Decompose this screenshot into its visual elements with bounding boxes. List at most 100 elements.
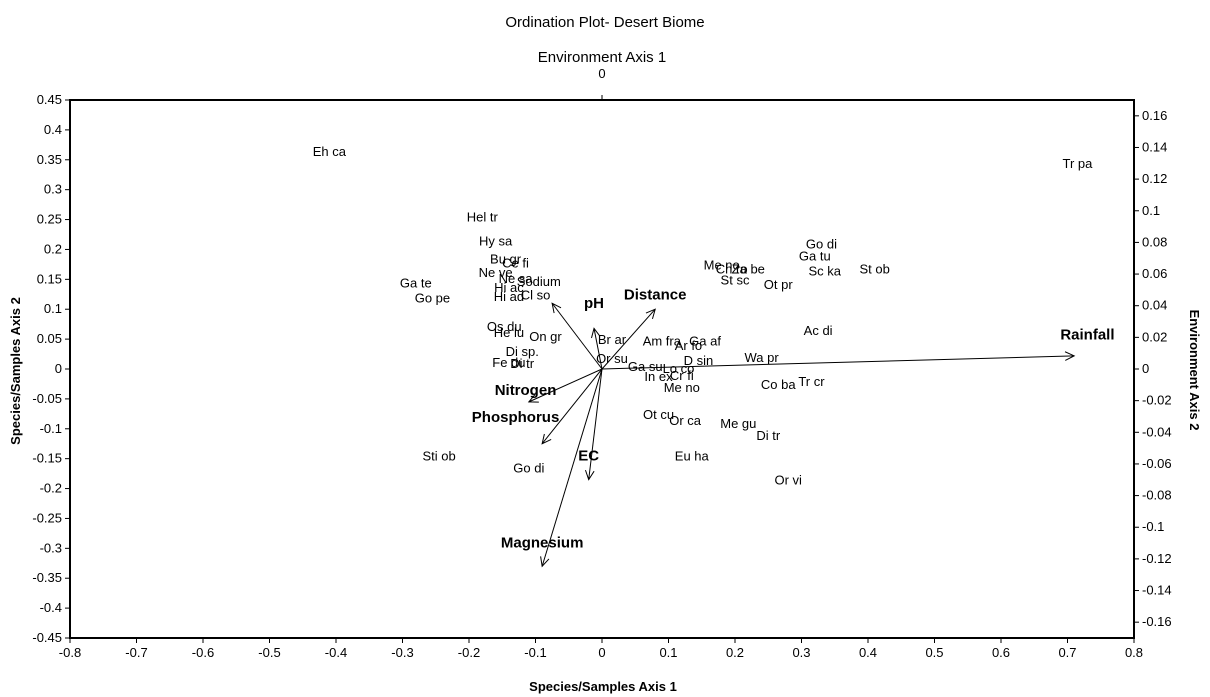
- x-axis: -0.8 -0.7 -0.6 -0.5 -0.4 -0.3 -0.2 -0.1 0 0.1 0.2 0…: [59, 638, 1143, 660]
- y2-tick-label: 0.12: [1142, 171, 1167, 186]
- species-label: Tr pa: [1063, 156, 1094, 171]
- species-label: Ga te: [400, 275, 432, 290]
- x-axis-label: Species/Samples Axis 1: [529, 679, 677, 694]
- species-label: Bu gr: [490, 251, 522, 266]
- y-tick-label: 0.35: [37, 152, 62, 167]
- y2-tick-label: 0.16: [1142, 108, 1167, 123]
- x-tick-label: 0.6: [992, 645, 1010, 660]
- species-label: On gr: [529, 329, 562, 344]
- vector-nitrogen: [527, 368, 603, 403]
- species-label: Ne ve: [479, 265, 513, 280]
- x-tick-label: 0: [598, 645, 605, 660]
- species-label: Me no: [704, 257, 740, 272]
- species-label: Lo co: [663, 361, 695, 376]
- vector-magnesium: [540, 368, 603, 568]
- species-label: Za be: [732, 262, 765, 277]
- y2-tick-label: 0.02: [1142, 329, 1167, 344]
- y2-tick-label: 0.04: [1142, 298, 1167, 313]
- y2-tick-label: 0.1: [1142, 203, 1160, 218]
- vector-label: Distance: [624, 286, 687, 303]
- species-label: Go pe: [415, 290, 450, 305]
- x-tick-label: -0.4: [325, 645, 347, 660]
- x-tick-label: -0.5: [258, 645, 280, 660]
- y-tick-label: 0.4: [44, 122, 62, 137]
- species-label: St sc: [721, 272, 750, 287]
- y2-tick-label: -0.02: [1142, 393, 1172, 408]
- x-tick-label: 0.4: [859, 645, 877, 660]
- species-label: He lu: [494, 325, 524, 340]
- vector-label: pH: [584, 295, 604, 312]
- species-label: Tr cr: [798, 374, 825, 389]
- y2-tick-label: -0.08: [1142, 488, 1172, 503]
- x-tick-label: 0.5: [925, 645, 943, 660]
- species-label: Eu ha: [675, 449, 710, 464]
- species-label: Sti ob: [422, 449, 455, 464]
- x-tick-label: 0.2: [726, 645, 744, 660]
- vector-phosphorus: [541, 368, 603, 445]
- y2-tick-label: 0.08: [1142, 234, 1167, 249]
- species-label: Am fra: [643, 333, 682, 348]
- y-tick-label: -0.15: [32, 451, 62, 466]
- y2-tick-label: -0.12: [1142, 551, 1172, 566]
- y-tick-label: 0.2: [44, 241, 62, 256]
- y-tick-label: -0.1: [40, 421, 62, 436]
- x-tick-label: -0.6: [192, 645, 214, 660]
- x2-tick-label: 0: [598, 66, 605, 81]
- species-label: Me gu: [720, 416, 756, 431]
- species-label: Ot cu: [643, 407, 674, 422]
- species-label: Ga su: [628, 359, 663, 374]
- x-tick-label: -0.7: [125, 645, 147, 660]
- y2-tick-label: 0.06: [1142, 266, 1167, 281]
- y-tick-label: -0.2: [40, 481, 62, 496]
- vector-label: Rainfall: [1060, 326, 1114, 343]
- chart-title: Ordination Plot- Desert Biome: [505, 14, 704, 31]
- species-label: Wa pr: [744, 350, 779, 365]
- vector-ec: [584, 368, 603, 481]
- species-label: Ot pr: [764, 277, 794, 292]
- y-axis-label: Species/Samples Axis 2: [8, 297, 23, 445]
- species-label: Go di: [513, 461, 544, 476]
- y-tick-label: 0.25: [37, 212, 62, 227]
- x-tick-label: -0.3: [391, 645, 413, 660]
- y-tick-label: 0.3: [44, 182, 62, 197]
- species-label: Ne sa: [499, 271, 534, 286]
- x2-axis-label: Environment Axis 1: [538, 49, 666, 66]
- x-tick-label: 0.1: [659, 645, 677, 660]
- species-label: Ac di: [804, 323, 833, 338]
- species-label: Eh ca: [313, 144, 347, 159]
- species-label: Sc ka: [809, 263, 842, 278]
- y2-tick-label: 0.14: [1142, 139, 1167, 154]
- y-tick-label: 0.15: [37, 271, 62, 286]
- species-label: St ob: [859, 262, 889, 277]
- vector-label: Phosphorus: [472, 409, 560, 426]
- species-label: Cr fi: [670, 368, 694, 383]
- vector-distance: [601, 308, 656, 370]
- y2-tick-label: -0.16: [1142, 614, 1172, 629]
- y2-tick-label: -0.14: [1142, 583, 1172, 598]
- y-tick-label: -0.3: [40, 540, 62, 555]
- vector-label: Nitrogen: [495, 382, 557, 399]
- y-tick-label: -0.45: [32, 630, 62, 645]
- vector-label: Magnesium: [501, 534, 584, 551]
- y-tick-label: 0.05: [37, 331, 62, 346]
- y2-axis: 0.16 0.14 0.12 0.1 0.08 0.06 0.04 0.02 0 -0.02 -0.…: [1134, 108, 1172, 629]
- species-label: Os du: [487, 319, 522, 334]
- species-label: Hi ac: [494, 280, 524, 295]
- species-label: Br ar: [598, 332, 627, 347]
- y2-tick-label: -0.04: [1142, 424, 1172, 439]
- y-axis: 0.45 0.4 0.35 0.3 0.25 0.2 0.15 0.1 0.05 0 -0.05 -0…: [32, 92, 70, 645]
- species-label: Ce fi: [502, 256, 529, 271]
- x2-axis: 0: [598, 66, 606, 100]
- y-tick-label: -0.05: [32, 391, 62, 406]
- species-label: In ex: [644, 369, 673, 384]
- species-label: Or ca: [669, 413, 702, 428]
- vector-rainfall: [601, 351, 1076, 370]
- species-label: Fe du: [492, 355, 525, 370]
- species-label: Co ba: [761, 377, 796, 392]
- species-label: Hel tr: [467, 210, 499, 225]
- species-label: Me no: [664, 380, 700, 395]
- x-tick-label: 0.7: [1058, 645, 1076, 660]
- y2-tick-label: 0: [1142, 361, 1149, 376]
- species-label: Di sp.: [506, 344, 539, 359]
